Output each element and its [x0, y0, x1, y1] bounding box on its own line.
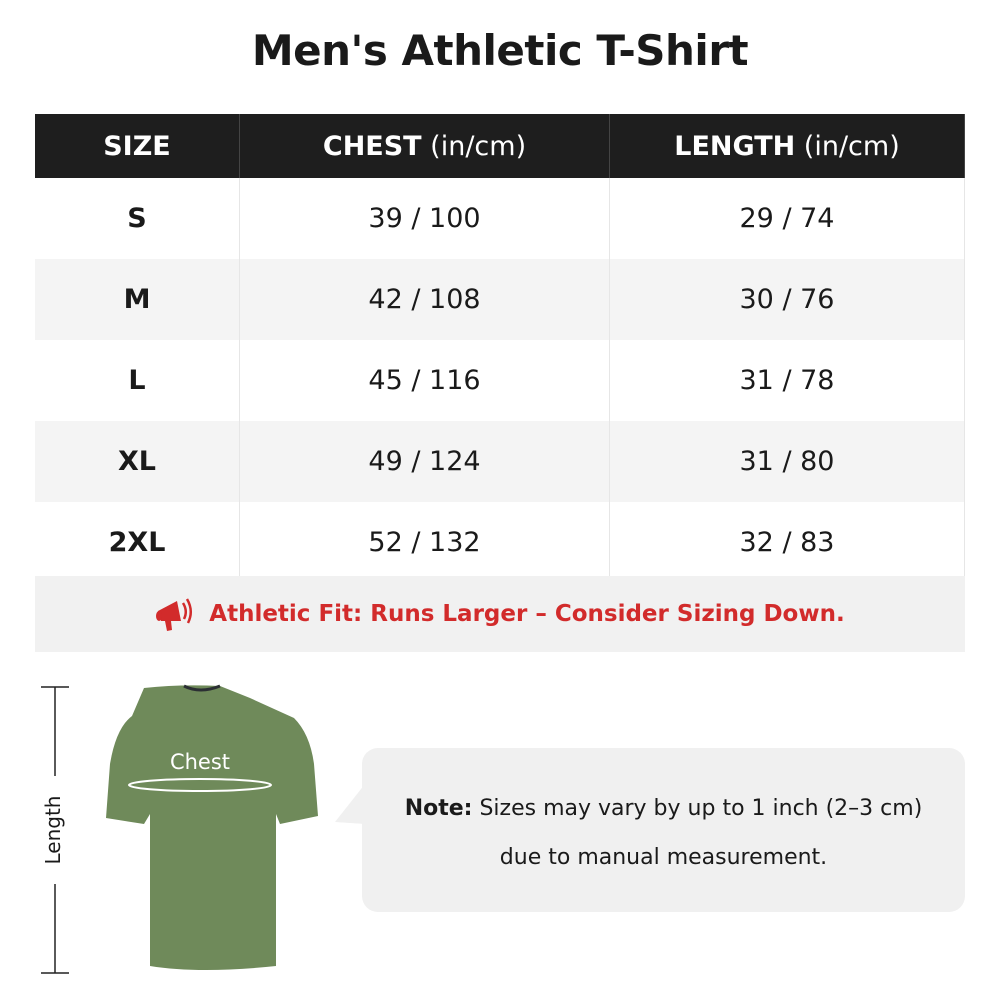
chest-cell: 45 / 116 — [239, 340, 610, 421]
size-cell: 2XL — [35, 502, 240, 583]
megaphone-icon — [156, 598, 193, 631]
table-row: M 42 / 108 30 / 76 — [35, 259, 965, 340]
size-cell: L — [35, 340, 240, 421]
length-cell: 31 / 78 — [609, 340, 965, 421]
table-header: SIZE CHEST (in/cm) LENGTH (in/cm) — [35, 114, 965, 178]
fit-notice-text: Athletic Fit: Runs Larger – Consider Siz… — [209, 601, 845, 627]
table-row: S 39 / 100 29 / 74 — [35, 178, 965, 259]
size-cell: S — [35, 178, 240, 259]
chest-cell: 42 / 108 — [239, 259, 610, 340]
size-cell: XL — [35, 421, 240, 502]
header-size: SIZE — [35, 114, 240, 178]
size-table: SIZE CHEST (in/cm) LENGTH (in/cm) S 39 / … — [35, 114, 965, 583]
note-callout: Note: Sizes may vary by up to 1 inch (2–… — [362, 748, 965, 912]
table-row: 2XL 52 / 132 32 / 83 — [35, 502, 965, 583]
chest-cell: 49 / 124 — [239, 421, 610, 502]
table-row: XL 49 / 124 31 / 80 — [35, 421, 965, 502]
length-cell: 31 / 80 — [609, 421, 965, 502]
note-line2: due to manual measurement. — [499, 845, 828, 870]
fit-notice: Athletic Fit: Runs Larger – Consider Siz… — [35, 576, 965, 652]
length-cell: 32 / 83 — [609, 502, 965, 583]
size-cell: M — [35, 259, 240, 340]
chest-cell: 39 / 100 — [239, 178, 610, 259]
header-label: LENGTH — [674, 130, 796, 162]
chest-cell: 52 / 132 — [239, 502, 610, 583]
length-cell: 29 / 74 — [609, 178, 965, 259]
note-line1: Sizes may vary by up to 1 inch (2–3 cm) — [472, 796, 923, 821]
header-length: LENGTH (in/cm) — [609, 114, 965, 178]
note-label: Note: — [404, 796, 473, 821]
tshirt-image: Chest — [106, 684, 318, 970]
header-label: CHEST — [322, 130, 422, 162]
header-unit: (in/cm) — [421, 130, 527, 162]
length-cell: 30 / 76 — [609, 259, 965, 340]
page-title: Men's Athletic T-Shirt — [251, 26, 749, 75]
header-label: SIZE — [103, 130, 171, 162]
header-unit: (in/cm) — [795, 130, 900, 162]
chest-label: Chest — [170, 750, 230, 774]
length-measure — [41, 686, 69, 974]
header-chest: CHEST (in/cm) — [239, 114, 610, 178]
table-row: L 45 / 116 31 / 78 — [35, 340, 965, 421]
length-label: Length — [41, 795, 65, 865]
callout-pointer — [335, 784, 365, 824]
